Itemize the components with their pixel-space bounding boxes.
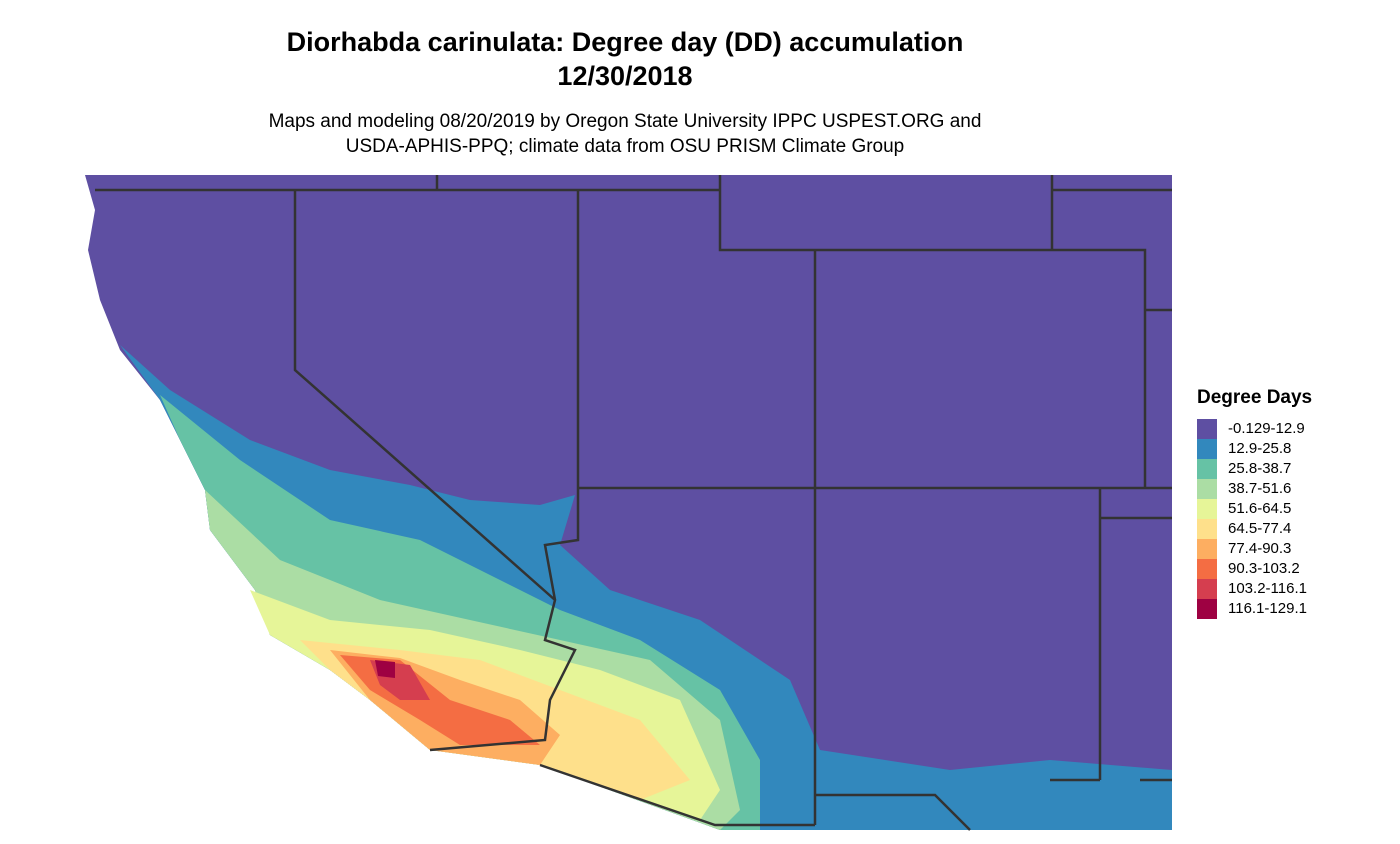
legend: -0.129-12.9 12.9-25.8 25.8-38.7 38.7-51.6 51… <box>1197 419 1307 619</box>
legend-swatch <box>1197 459 1217 479</box>
legend-label: 77.4-90.3 <box>1228 540 1291 557</box>
legend-swatch <box>1197 539 1217 559</box>
subtitle: Maps and modeling 08/20/2019 by Oregon S… <box>269 111 982 132</box>
legend-label: 25.8-38.7 <box>1228 460 1291 477</box>
legend-swatch <box>1197 519 1217 539</box>
state-border <box>95 175 1172 831</box>
map <box>85 175 1172 831</box>
legend-title: Degree Days <box>1197 387 1312 408</box>
date: 12/30/2018 <box>557 61 692 91</box>
legend-label: -0.129-12.9 <box>1228 420 1305 437</box>
legend-swatch <box>1197 559 1217 579</box>
legend-label: 116.1-129.1 <box>1228 600 1307 617</box>
legend-swatch <box>1197 599 1217 619</box>
legend-label: 12.9-25.8 <box>1228 440 1291 457</box>
legend-swatch <box>1197 499 1217 519</box>
subtitle: USDA-APHIS-PPQ; climate data from OSU PR… <box>346 136 905 157</box>
legend-label: 38.7-51.6 <box>1228 480 1291 497</box>
legend-swatch <box>1197 439 1217 459</box>
title: Diorhabda carinulata: Degree day (DD) ac… <box>287 27 964 57</box>
legend-label: 90.3-103.2 <box>1228 560 1300 577</box>
legend-swatch <box>1197 579 1217 599</box>
zone <box>375 660 395 678</box>
legend-swatch <box>1197 479 1217 499</box>
legend-label: 64.5-77.4 <box>1228 520 1291 537</box>
legend-label: 51.6-64.5 <box>1228 500 1291 517</box>
legend-label: 103.2-116.1 <box>1228 580 1307 597</box>
legend-swatch <box>1197 419 1217 439</box>
